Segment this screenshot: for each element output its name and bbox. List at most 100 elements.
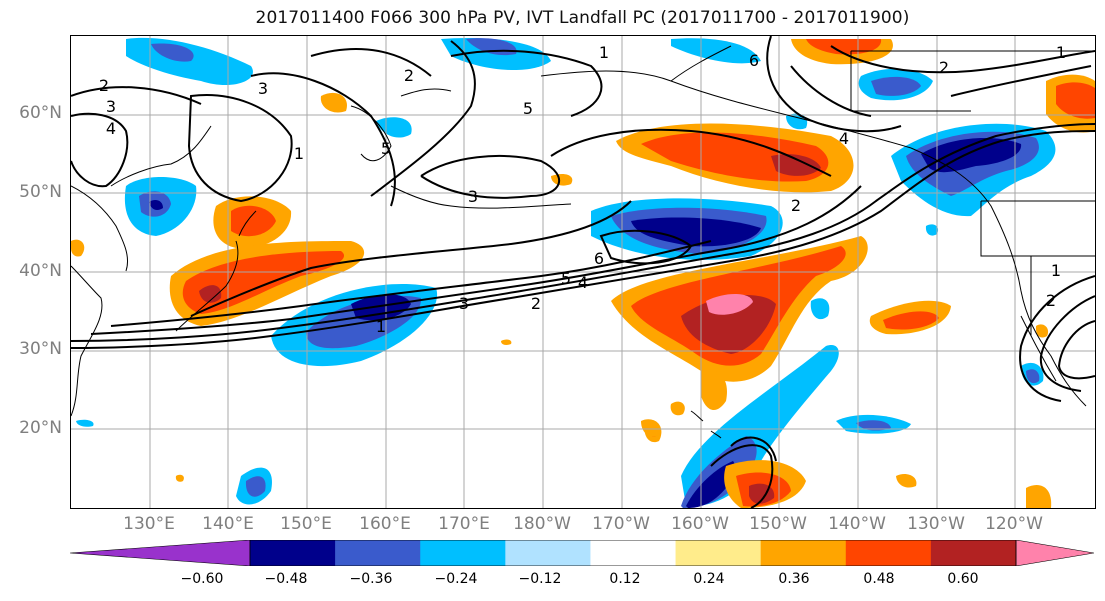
anomaly-blob	[670, 401, 685, 416]
contour-label: 3	[468, 187, 478, 206]
anomaly-blob	[151, 43, 194, 62]
colorbar-tick: 0.48	[863, 571, 895, 587]
anomaly-blob	[681, 294, 776, 354]
map-panel: 1 2 3 4 5 6 2 3 5 2 3 4 3 1 2 1 6 4 2 1 …	[70, 35, 1096, 509]
contour-label: 1	[1051, 261, 1061, 280]
contour-label: 4	[839, 129, 849, 148]
contour-label: 1	[294, 144, 304, 163]
contour-label: 2	[939, 58, 949, 77]
lon-label: 150°E	[280, 514, 332, 534]
anomaly-blob	[771, 154, 821, 176]
contour-label: 5	[381, 139, 391, 158]
anomaly-blob	[1056, 82, 1095, 119]
lon-label: 160°E	[359, 514, 411, 534]
anomaly-blob	[671, 38, 761, 64]
colorbar-extend-low	[70, 540, 251, 566]
anomaly-blob	[71, 239, 85, 257]
anomaly-blob	[320, 92, 347, 113]
colorbar-tick: 0.24	[693, 571, 725, 587]
colorbar-outline	[249, 540, 1017, 566]
contour-label: 2	[531, 294, 541, 313]
anomaly-blob	[925, 224, 939, 236]
colorbar-tick: −0.48	[264, 571, 308, 587]
anomaly-blob	[76, 419, 94, 427]
colorbar-segment	[590, 540, 677, 566]
colorbar-segment	[675, 540, 762, 566]
contour-label: 3	[258, 79, 268, 98]
lat-label: 50°N	[19, 182, 62, 202]
contour-label: 3	[459, 294, 469, 313]
anomaly-blob	[1026, 485, 1052, 508]
colorbar-tick: 0.36	[778, 571, 810, 587]
anomaly-blob	[149, 200, 163, 210]
lon-label: 180°W	[513, 514, 571, 534]
anomaly-blob	[199, 285, 222, 303]
anomaly-blob	[706, 293, 753, 315]
contour-label: 1	[599, 43, 609, 62]
colorbar-segment	[335, 540, 421, 566]
colorbar-segment	[505, 540, 591, 566]
lon-label: 140°E	[202, 514, 254, 534]
lon-label: 130°E	[123, 514, 175, 534]
anomaly-blob	[551, 173, 573, 186]
contour-label: 2	[404, 66, 414, 85]
contour-label: 5	[523, 99, 533, 118]
colorbar-tick: −0.24	[434, 571, 478, 587]
anomaly-blob	[1026, 369, 1040, 384]
anomaly-blob	[245, 476, 266, 497]
ivt-contours	[71, 36, 1095, 508]
lon-label: 170°E	[438, 514, 490, 534]
lon-label: 120°W	[985, 514, 1043, 534]
colorbar-segment	[845, 540, 932, 566]
contour-label: 6	[594, 249, 604, 268]
anomaly-blob	[631, 217, 761, 247]
anomaly-blob	[501, 339, 512, 345]
colorbar-tick: −0.12	[518, 571, 562, 587]
lat-label: 60°N	[19, 103, 62, 123]
colorbar-segments	[70, 540, 1094, 566]
colorbar-tick: 0.12	[609, 571, 641, 587]
colorbar-extend-high	[1015, 540, 1094, 566]
contour-label: 3	[106, 97, 116, 116]
contour-label: 2	[1046, 291, 1056, 310]
lat-label: 30°N	[19, 339, 62, 359]
colorbar-segment	[760, 540, 847, 566]
colorbar-segment	[250, 540, 336, 566]
contour-label: 5	[561, 269, 571, 288]
contour-labels: 1 2 3 4 5 6 2 3 5 2 3 4 3 1 2 1 6 4 2 1 …	[99, 43, 1066, 336]
anomaly-blob	[701, 369, 727, 411]
colorbar	[70, 540, 1094, 566]
anomaly-blob	[641, 419, 662, 437]
anomaly-blob	[883, 311, 939, 330]
lon-label: 150°W	[749, 514, 807, 534]
anomaly-blob	[921, 138, 1022, 173]
anomaly-blob	[871, 76, 921, 96]
figure-title: 2017011400 F066 300 hPa PV, IVT Landfall…	[255, 8, 910, 28]
colorbar-tick: 0.60	[947, 571, 979, 587]
colorbar-tick: −0.36	[349, 571, 393, 587]
colorbar-tick: −0.60	[180, 571, 224, 587]
colorbar-segment	[930, 540, 1017, 566]
contour-label: 6	[749, 51, 759, 70]
anomaly-blob	[786, 113, 808, 130]
lon-label: 170°W	[592, 514, 650, 534]
anomaly-blob	[182, 251, 345, 314]
lat-label: 20°N	[19, 418, 62, 438]
colorbar-segment	[420, 540, 506, 566]
contour-label: 2	[791, 196, 801, 215]
lon-label: 130°W	[907, 514, 965, 534]
map-svg: 1 2 3 4 5 6 2 3 5 2 3 4 3 1 2 1 6 4 2 1 …	[71, 36, 1095, 508]
anomaly-blob	[126, 37, 253, 86]
anomaly-blob	[175, 474, 184, 482]
anomaly-blob	[686, 461, 736, 508]
graticule	[71, 36, 1095, 508]
contour-label: 4	[578, 273, 588, 292]
lon-label: 140°W	[828, 514, 886, 534]
anomaly-blob	[896, 474, 917, 488]
anomaly-blob	[1035, 324, 1049, 338]
contour-label: 1	[1056, 43, 1066, 62]
contour-label: 1	[376, 317, 386, 336]
anomaly-blob	[810, 298, 830, 320]
lat-label: 40°N	[19, 261, 62, 281]
lon-label: 160°W	[671, 514, 729, 534]
